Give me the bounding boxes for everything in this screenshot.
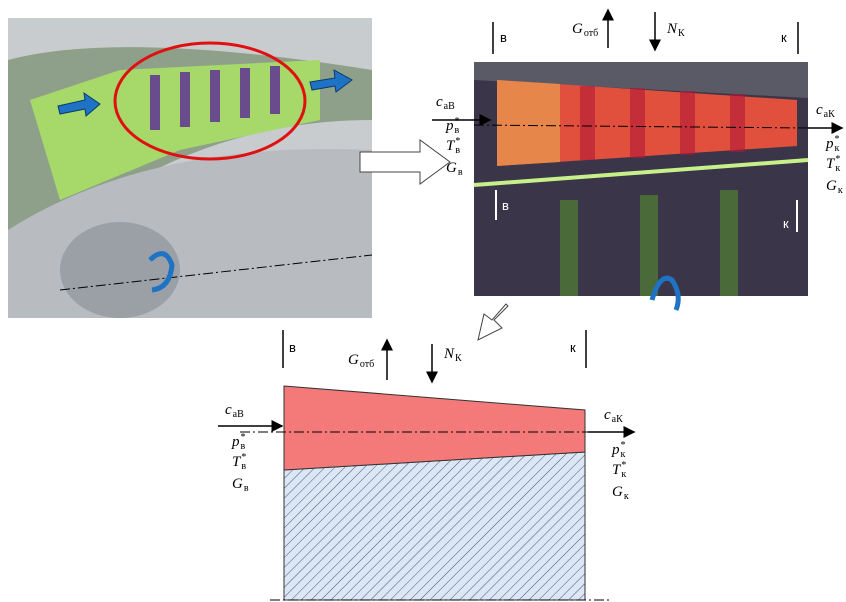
parameter-symbol: p bbox=[611, 442, 620, 458]
parameter-subscript: к bbox=[621, 469, 626, 480]
flow-arrow bbox=[360, 140, 450, 184]
parameter-symbol: G bbox=[826, 178, 837, 194]
parameter-subscript: к bbox=[835, 163, 840, 174]
section-label: к bbox=[781, 30, 787, 45]
parameter-subscript: К bbox=[455, 353, 462, 364]
parameter-subscript: в bbox=[241, 461, 246, 472]
bottom-schematic bbox=[240, 386, 610, 600]
parameter-subscript: К bbox=[678, 28, 685, 39]
parameter-subscript: aК bbox=[612, 414, 623, 425]
parameter-subscript: в bbox=[455, 145, 460, 156]
section-label: в bbox=[500, 30, 507, 45]
section-label: к bbox=[783, 216, 789, 231]
parameter-subscript: в bbox=[244, 483, 249, 494]
parameter-subscript: отб bbox=[360, 359, 374, 370]
parameter-subscript: aК bbox=[824, 109, 835, 120]
parameter-symbol: G bbox=[612, 484, 623, 500]
parameter-symbol: G bbox=[446, 160, 457, 176]
parameter-symbol: p bbox=[445, 118, 454, 134]
parameter-symbol: c bbox=[436, 94, 443, 110]
parameter-symbol: p bbox=[825, 136, 834, 152]
section-label: к bbox=[570, 340, 576, 355]
parameter-subscript: aВ bbox=[444, 101, 455, 112]
parameter-symbol: N bbox=[666, 21, 678, 37]
engine-photo bbox=[8, 18, 372, 318]
parameter-symbol: G bbox=[348, 352, 359, 368]
parameter-subscript: в bbox=[241, 441, 246, 452]
parameter-subscript: к bbox=[624, 491, 629, 502]
section-label: в bbox=[502, 198, 509, 213]
section-label: в bbox=[289, 340, 296, 355]
diagram: вквкGотбNКcaВp*вT*вGвcaКp*кT*кGквкGотбNК… bbox=[0, 0, 846, 602]
parameter-symbol: N bbox=[443, 346, 455, 362]
parameter-subscript: к bbox=[838, 185, 843, 196]
parameter-subscript: отб bbox=[584, 28, 598, 39]
parameter-subscript: к bbox=[621, 449, 626, 460]
parameter-subscript: в bbox=[455, 125, 460, 136]
parameter-subscript: в bbox=[458, 167, 463, 178]
parameter-subscript: aВ bbox=[233, 409, 244, 420]
parameter-subscript: к bbox=[835, 143, 840, 154]
parameter-symbol: c bbox=[604, 407, 611, 423]
parameter-symbol: c bbox=[816, 102, 823, 118]
compressor-section-photo bbox=[474, 62, 808, 310]
parameter-symbol: p bbox=[231, 434, 240, 450]
parameter-symbol: G bbox=[572, 21, 583, 37]
parameter-symbol: c bbox=[225, 402, 232, 418]
parameter-symbol: G bbox=[232, 476, 243, 492]
flow-arrow bbox=[478, 304, 508, 340]
